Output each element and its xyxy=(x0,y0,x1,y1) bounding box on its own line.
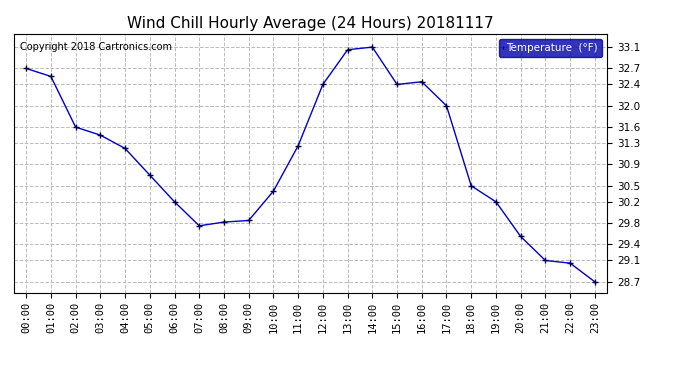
Title: Wind Chill Hourly Average (24 Hours) 20181117: Wind Chill Hourly Average (24 Hours) 201… xyxy=(127,16,494,31)
Legend: Temperature  (°F): Temperature (°F) xyxy=(499,39,602,57)
Text: Copyright 2018 Cartronics.com: Copyright 2018 Cartronics.com xyxy=(20,42,172,51)
